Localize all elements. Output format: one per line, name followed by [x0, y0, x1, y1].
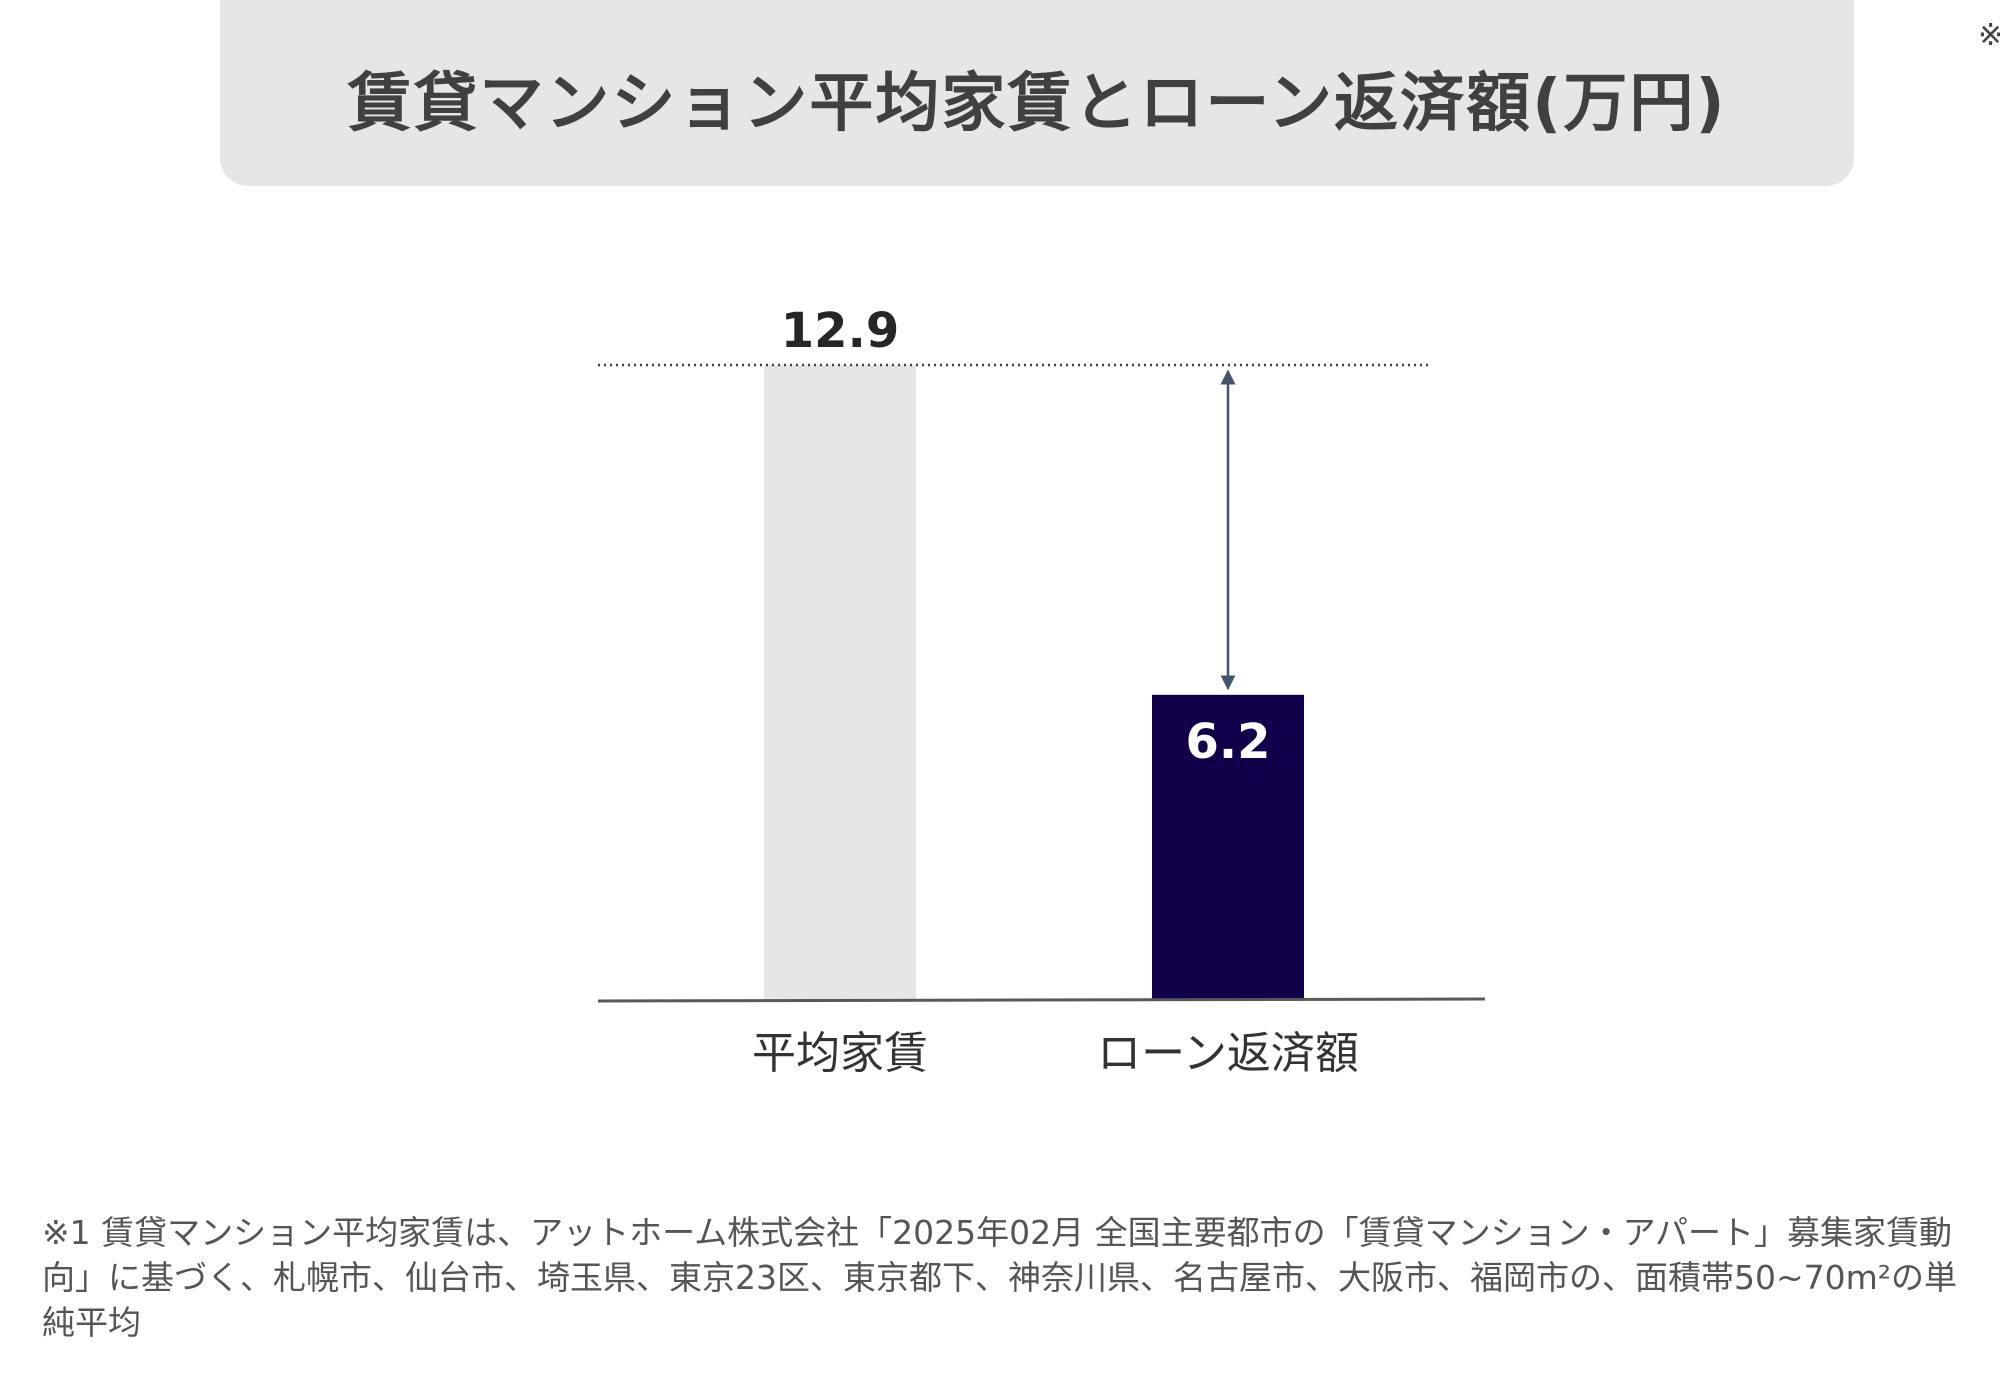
value-label-0: 12.9: [781, 303, 899, 359]
value-label-1: 6.2: [1185, 714, 1270, 770]
bar-1: [1152, 694, 1304, 1000]
title-footnote-marker: ※1: [1978, 18, 2000, 53]
category-label-0: 平均家賃: [752, 1028, 928, 1079]
x-axis: [597, 997, 1486, 1003]
title-banner: 賃貸マンション平均家賃とローン返済額(万円) ※1: [220, 0, 2000, 186]
category-label-1: ローン返済額: [1097, 1028, 1359, 1079]
bar-0: [764, 365, 916, 1000]
footnote: ※1 賃貸マンション平均家賃は、アットホーム株式会社「2025年02月 全国主要…: [42, 1213, 1957, 1342]
chart-title: 賃貸マンション平均家賃とローン返済額(万円): [347, 67, 1727, 141]
